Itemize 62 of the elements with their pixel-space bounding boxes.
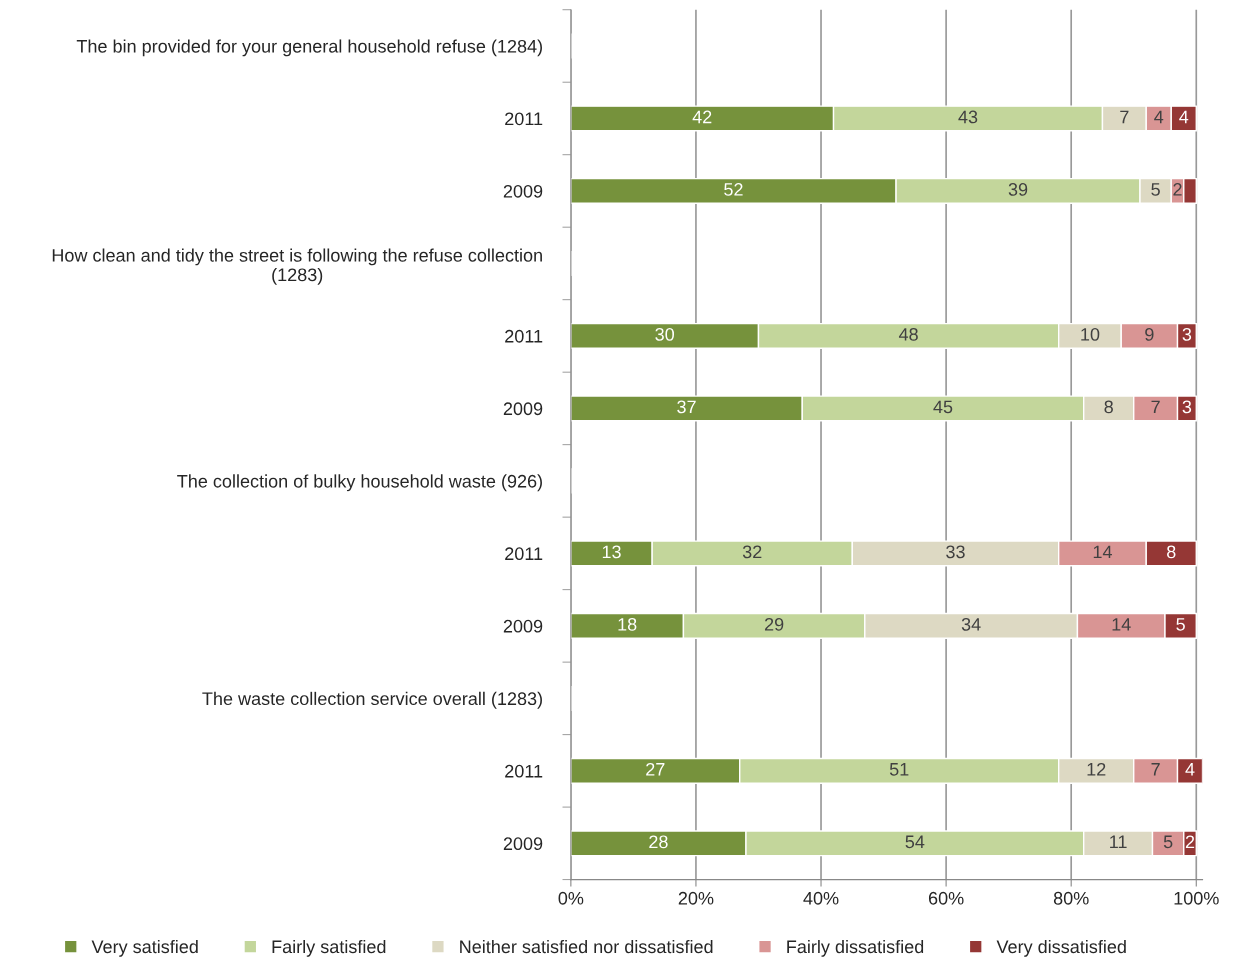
- legend-label: Fairly satisfied: [272, 939, 386, 957]
- y-tick-label: 2009: [503, 184, 543, 198]
- data-label: 4: [1185, 763, 1195, 776]
- y-tick-label: 2011: [505, 329, 543, 343]
- y-tick-label: 2009: [503, 619, 543, 633]
- data-label: 29: [764, 617, 784, 631]
- data-label: 4: [1179, 110, 1189, 124]
- legend-label: Fairly dissatisfied: [787, 939, 924, 957]
- data-label: 12: [1087, 762, 1106, 776]
- x-tick-label: 80%: [1053, 891, 1089, 905]
- data-label: 13: [602, 545, 621, 559]
- data-label: 43: [958, 110, 978, 124]
- data-label: 10: [1081, 327, 1100, 341]
- data-label: 30: [655, 327, 675, 341]
- data-label: 27: [646, 762, 665, 776]
- x-tick-label: 20%: [678, 891, 714, 905]
- data-label: 3: [1182, 400, 1192, 414]
- data-label: 28: [649, 835, 668, 849]
- data-label: 42: [692, 110, 712, 124]
- data-label: 5: [1151, 183, 1160, 196]
- y-tick-label: 2011: [505, 764, 543, 778]
- data-label: 18: [618, 617, 637, 631]
- y-tick-label: The bin provided for your general household refuse (1284): [76, 39, 542, 57]
- data-label: 7: [1151, 763, 1160, 776]
- data-label: 8: [1104, 400, 1113, 414]
- legend-label: Neither satisfied nor dissatisfied: [460, 939, 713, 954]
- y-tick-label: The collection of bulky household waste (926): [177, 474, 542, 492]
- data-label: 39: [1008, 183, 1028, 196]
- legend-label: Very satisfied: [91, 939, 198, 957]
- data-label: 2: [1173, 183, 1182, 196]
- data-label: 14: [1112, 618, 1131, 631]
- data-label: 14: [1093, 545, 1112, 559]
- y-tick-label: 2011: [505, 112, 543, 126]
- data-label: 54: [905, 835, 925, 849]
- data-label: 5: [1176, 618, 1185, 631]
- data-label: 34: [961, 617, 981, 631]
- data-label: 37: [677, 400, 696, 414]
- y-tick-label: 2011: [505, 547, 543, 561]
- legend-label: Very dissatisfied: [996, 939, 1126, 957]
- x-tick-label: 40%: [803, 891, 839, 905]
- data-label: 3: [1182, 327, 1192, 341]
- data-label: 7: [1120, 110, 1129, 124]
- x-tick-label: 0%: [558, 891, 584, 905]
- y-tick-label: How clean and tidy the street is following the refuse collection (1283): [52, 248, 542, 285]
- y-tick-label: 2009: [503, 837, 543, 851]
- y-tick-label: 2009: [503, 402, 543, 416]
- data-label: 5: [1163, 835, 1173, 849]
- data-label: 11: [1110, 835, 1127, 849]
- data-label: 2: [1185, 835, 1195, 849]
- data-label: 9: [1145, 327, 1154, 341]
- x-tick-label: 100%: [1174, 891, 1219, 905]
- y-tick-label: The waste collection service overall (1283): [202, 691, 542, 709]
- data-label: 45: [933, 400, 953, 414]
- data-label: 52: [724, 183, 743, 196]
- x-tick-label: 60%: [928, 891, 964, 905]
- data-label: 4: [1154, 110, 1164, 124]
- data-label: 8: [1167, 545, 1176, 559]
- data-label: 33: [946, 545, 965, 559]
- data-label: 7: [1151, 400, 1160, 414]
- data-label: 51: [889, 763, 909, 776]
- data-label: 32: [742, 545, 762, 559]
- data-label: 48: [898, 327, 918, 341]
